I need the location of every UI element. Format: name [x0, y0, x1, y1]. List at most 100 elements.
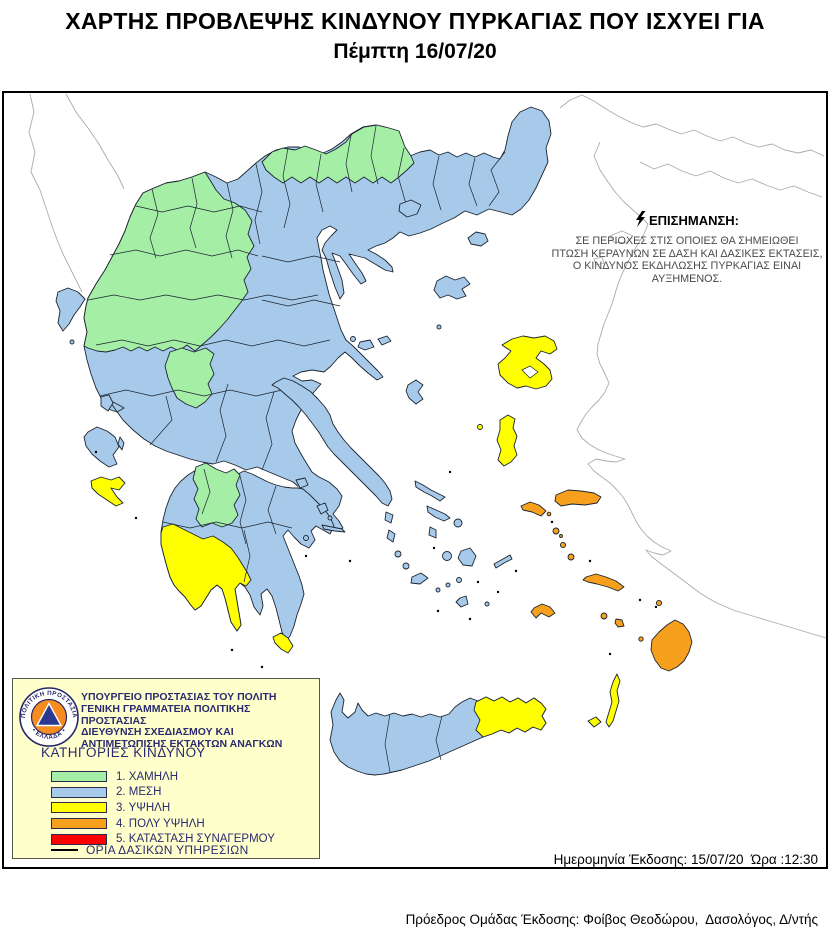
island-alonissos [377, 335, 392, 346]
region-north-macedonia-green [261, 124, 415, 184]
island-sikinos [445, 582, 451, 588]
island-anafi [484, 601, 490, 607]
island-rhodes [650, 619, 693, 672]
island-samothrace [467, 231, 489, 247]
island-ikaria [520, 501, 547, 517]
prefecture-borders [87, 125, 506, 471]
legend-row-1: 1. ΧΑΜΗΛΗ [51, 769, 275, 785]
island-ios [456, 577, 462, 583]
region-arcadia-achaia-green [192, 462, 241, 528]
boundary-label: ΟΡΙΑ ΔΑΣΙΚΩΝ ΥΠΗΡΕΣΙΩΝ [86, 843, 249, 857]
forest-service-boundary-row: ΟΡΙΑ ΔΑΣΙΚΩΝ ΥΠΗΡΕΣΙΩΝ [51, 843, 249, 857]
peloponnese [160, 462, 335, 642]
mainland-greece [83, 106, 552, 532]
island-psara [477, 424, 483, 430]
island-lemnos [433, 275, 471, 300]
island-folegandros [435, 587, 441, 593]
region-lasithi-yellow [473, 696, 547, 738]
legend-swatch-very-high [51, 818, 107, 830]
island-kythira [272, 632, 294, 654]
island-poros [327, 515, 333, 521]
island-leros [559, 541, 567, 549]
issuer-line: Πρόεδρος Ομάδας Έκδοσης: Φοίβος Θεοδώρου… [405, 912, 818, 927]
legend-swatch-medium [51, 786, 107, 798]
legend-row-3: 3. ΥΨΗΛΗ [51, 800, 275, 816]
island-thassos [398, 199, 422, 218]
org-line: ΥΠΟΥΡΓΕΙΟ ΠΡΟΣΤΑΣΙΑΣ ΤΟΥ ΠΟΛΙΤΗ [81, 691, 277, 703]
island-skyros [405, 379, 424, 405]
issue-date-line: Ημερομηνία Έκδοσης: 15/07/20 Ώρα :12:30 [553, 852, 818, 867]
island-karpathos [605, 673, 621, 728]
island-amorgos [493, 554, 513, 569]
boundary-line-symbol [51, 849, 78, 851]
island-fourni [546, 511, 552, 517]
islands-very-high-risk [520, 489, 693, 672]
peloponnese-borders [162, 468, 293, 583]
island-corfu [55, 287, 86, 332]
issue-info: Ημερομηνία Έκδοσης: 15/07/20 Ώρα :12:30 … [406, 810, 818, 950]
island-kasos [587, 716, 602, 728]
islands-high-risk [90, 335, 621, 728]
org-line: ΔΙΕΥΘΥΝΣΗ ΣΧΕΔΙΑΣΜΟΥ ΚΑΙ [81, 726, 234, 739]
island-kos [582, 573, 625, 592]
logo-triangle [35, 702, 63, 727]
legend-swatch-low [51, 771, 107, 783]
legend-row-2: 2. ΜΕΣΗ [51, 785, 275, 801]
island-lipsi [559, 534, 563, 538]
island-spetses [303, 535, 309, 541]
map-title: ΧΑΡΤΗΣ ΠΡΟΒΛΕΨΗΣ ΚΙΝΔΥΝΟΥ ΠΥΡΚΑΓΙΑΣ ΠΟΥ … [65, 8, 765, 34]
legend-label-very-high: 4. ΠΟΛΥ ΥΨΗΛΗ [116, 817, 205, 830]
island-chios [496, 414, 518, 467]
islands-medium-risk [55, 199, 513, 608]
island-naxos [457, 547, 477, 567]
island-symi [655, 599, 663, 607]
island-hydra [321, 524, 346, 533]
legend-row-5: 5. ΚΑΤΑΣΤΑΣΗ ΣΥΝΑΓΕΡΜΟΥ [51, 831, 275, 847]
island-astypalaia [530, 603, 556, 619]
island-andros [414, 480, 446, 502]
island-mykonos [453, 518, 463, 528]
lightning-bolt-icon [636, 211, 646, 227]
organization-block: ΥΠΟΥΡΓΕΙΟ ΠΡΟΣΤΑΣΙΑΣ ΤΟΥ ΠΟΛΙΤΗ ΓΕΝΙΚΗ Γ… [81, 691, 316, 751]
notice-line: ΠΤΩΣΗ ΚΕΡΑΥΝΩΝ ΣΕ ΔΑΣΗ ΚΑΙ ΔΑΣΙΚΕΣ ΕΚΤΑΣ… [551, 247, 823, 260]
greece-fire-risk-map [28, 93, 827, 776]
notice-heading-row: ΕΠΙΣΗΜΑΝΣΗ: [545, 211, 829, 228]
page-title: ΧΑΡΤΗΣ ΠΡΟΒΛΕΨΗΣ ΚΙΝΔΥΝΟΥ ΠΥΡΚΑΓΙΑΣ ΠΟΥ … [0, 8, 830, 64]
region-epirus-west-macedonia [83, 171, 255, 353]
crete [329, 692, 547, 776]
island-zakynthos [90, 476, 126, 507]
island-sifnos [402, 562, 410, 570]
island-syros [428, 526, 437, 539]
legend-row-4: 4. ΠΟΛΥ ΥΨΗΛΗ [51, 816, 275, 832]
island-patmos [552, 527, 560, 535]
legend-box: ΠΟΛΙΤΙΚΗ ΠΡΟΣΤΑΣΙΑ • ΕΛΛΑΔΑ • ΥΠΟΥΡΓΕΙΟ … [12, 678, 320, 859]
legend-label-low: 1. ΧΑΜΗΛΗ [116, 770, 178, 783]
legend-label-alarm: 5. ΚΑΤΑΣΤΑΣΗ ΣΥΝΑΓΕΡΜΟΥ [116, 833, 275, 846]
island-lesvos [497, 335, 558, 390]
island-kea [384, 511, 394, 524]
legend-label-medium: 2. ΜΕΣΗ [116, 786, 162, 799]
region-messinia-mani-yellow [160, 523, 252, 632]
lightning-notice: ΕΠΙΣΗΜΑΝΣΗ: ΣΕ ΠΕΡΙΟΧΕΣ ΣΤΙΣ ΟΠΟΙΕΣ ΘΑ Σ… [545, 211, 829, 285]
island-nisyros [600, 612, 608, 620]
map-valid-date: Πέμπτη 16/07/20 [333, 40, 497, 63]
notice-line: ΣΕ ΠΕΡΙΟΧΕΣ ΣΤΙΣ ΟΠΟΙΕΣ ΘΑ ΣΗΜΕΙΩΘΕΙ [575, 235, 799, 247]
island-salamina [295, 477, 309, 489]
island-santorini [455, 595, 469, 608]
legend-swatch-alarm [51, 833, 107, 845]
notice-body: ΣΕ ΠΕΡΙΟΧΕΣ ΣΤΙΣ ΟΠΟΙΕΣ ΘΑ ΣΗΜΕΙΩΘΕΙ ΠΤΩ… [545, 235, 829, 285]
island-skiathos [350, 336, 356, 342]
island-paros [442, 551, 452, 561]
island-agios-efstratios [436, 324, 442, 330]
island-skopelos [357, 339, 375, 351]
lesvos-gulf [521, 365, 539, 379]
island-euboea [271, 377, 393, 507]
island-paxi [69, 339, 75, 345]
org-line: ΑΝΤΙΜΕΤΩΠΙΣΗΣ ΕΚΤΑΚΤΩΝ ΑΝΑΓΚΩΝ [81, 738, 283, 751]
island-tilos [614, 618, 625, 628]
island-milos [410, 572, 429, 585]
island-kythnos [386, 529, 396, 543]
org-line: ΓΕΝΙΚΗ ΓΡΑΜΜΑΤΕΙΑ ΠΟΛΙΤΙΚΗΣ ΠΡΟΣΤΑΣΙΑΣ [81, 702, 251, 727]
island-kefalonia [83, 426, 120, 468]
island-kalymnos [567, 553, 575, 561]
